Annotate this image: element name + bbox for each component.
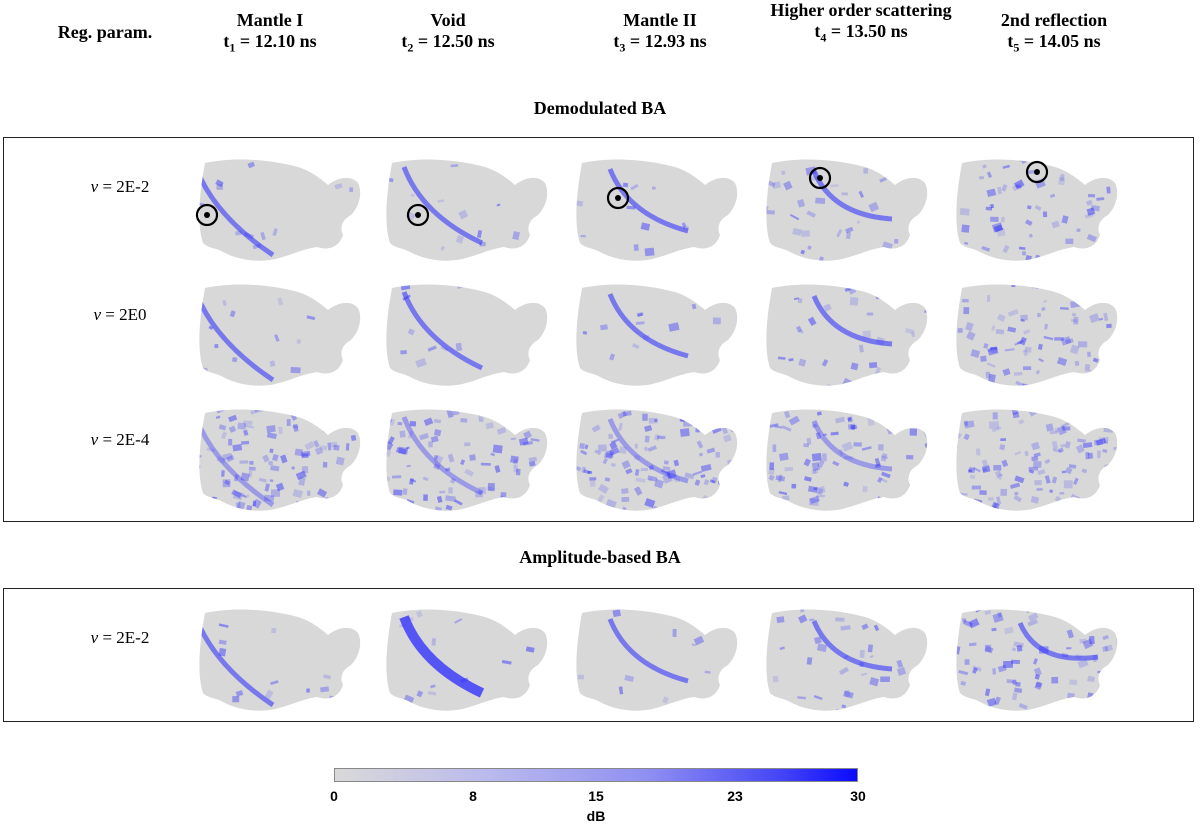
column-time: t2 = 12.50 ns [401, 31, 495, 55]
column-title: Higher order scattering [770, 0, 952, 20]
panel-demodulated [3, 137, 1194, 522]
reconstruction-image [950, 405, 1125, 520]
column-header-2: Void t2 = 12.50 ns [358, 10, 538, 59]
reconstruction-image [570, 405, 745, 520]
column-title: Void [430, 10, 466, 30]
column-header-5: 2nd reflection t5 = 14.05 ns [964, 10, 1144, 59]
reconstruction-image [760, 405, 935, 520]
source-marker-ring [808, 166, 832, 190]
reg-param-header: Reg. param. [57, 22, 153, 42]
reconstruction-image [570, 605, 745, 720]
reconstruction-image [570, 280, 745, 395]
reconstruction-image [760, 280, 935, 395]
column-time: t3 = 12.93 ns [613, 31, 707, 55]
reconstruction-image [950, 155, 1125, 270]
source-marker-ring [1025, 160, 1049, 184]
colorbar-tick: 8 [469, 788, 477, 804]
column-title: Mantle II [623, 10, 697, 30]
column-header-3: Mantle II t3 = 12.93 ns [570, 10, 750, 59]
column-title: 2nd reflection [1000, 10, 1108, 30]
reconstruction-image [570, 155, 745, 270]
reconstruction-image [950, 605, 1125, 720]
reconstruction-image [380, 405, 555, 520]
panel-amplitude [3, 588, 1194, 722]
column-header-4: Higher order scattering t4 = 13.50 ns [766, 0, 956, 49]
section-title-amplitude: Amplitude-based BA [519, 547, 681, 567]
source-marker-ring [606, 186, 630, 210]
source-marker-ring [195, 203, 219, 227]
row-label-amp-1: ν = 2E-2 [90, 628, 150, 647]
colorbar-tick: 15 [588, 788, 604, 804]
source-marker-dot [1034, 169, 1040, 175]
source-marker-dot [615, 195, 621, 201]
section-title-demodulated: Demodulated BA [533, 98, 667, 118]
source-marker-dot [817, 175, 823, 181]
colorbar [334, 768, 858, 782]
reconstruction-image [193, 405, 368, 520]
reconstruction-image [950, 280, 1125, 395]
row-label-demod-2: ν = 2E0 [93, 305, 147, 324]
column-time: t1 = 12.10 ns [223, 31, 317, 55]
reconstruction-image [193, 280, 368, 395]
reconstruction-image [193, 155, 368, 270]
reconstruction-image [760, 155, 935, 270]
column-title: Mantle I [236, 10, 304, 30]
colorbar-tick: 30 [850, 788, 866, 804]
colorbar-tick: 0 [330, 788, 338, 804]
reconstruction-image [193, 605, 368, 720]
row-label-demod-1: ν = 2E-2 [90, 177, 150, 196]
source-marker-dot [415, 212, 421, 218]
column-header-1: Mantle I t1 = 12.10 ns [180, 10, 360, 59]
reconstruction-image [760, 605, 935, 720]
source-marker-dot [204, 212, 210, 218]
column-time: t5 = 14.05 ns [1007, 31, 1101, 55]
reconstruction-image [380, 155, 555, 270]
reconstruction-image [380, 605, 555, 720]
colorbar-tick: 23 [727, 788, 743, 804]
column-time: t4 = 13.50 ns [814, 21, 908, 45]
colorbar-label: dB [586, 808, 606, 824]
row-label-demod-3: ν = 2E-4 [90, 430, 150, 449]
reconstruction-image [380, 280, 555, 395]
source-marker-ring [406, 203, 430, 227]
